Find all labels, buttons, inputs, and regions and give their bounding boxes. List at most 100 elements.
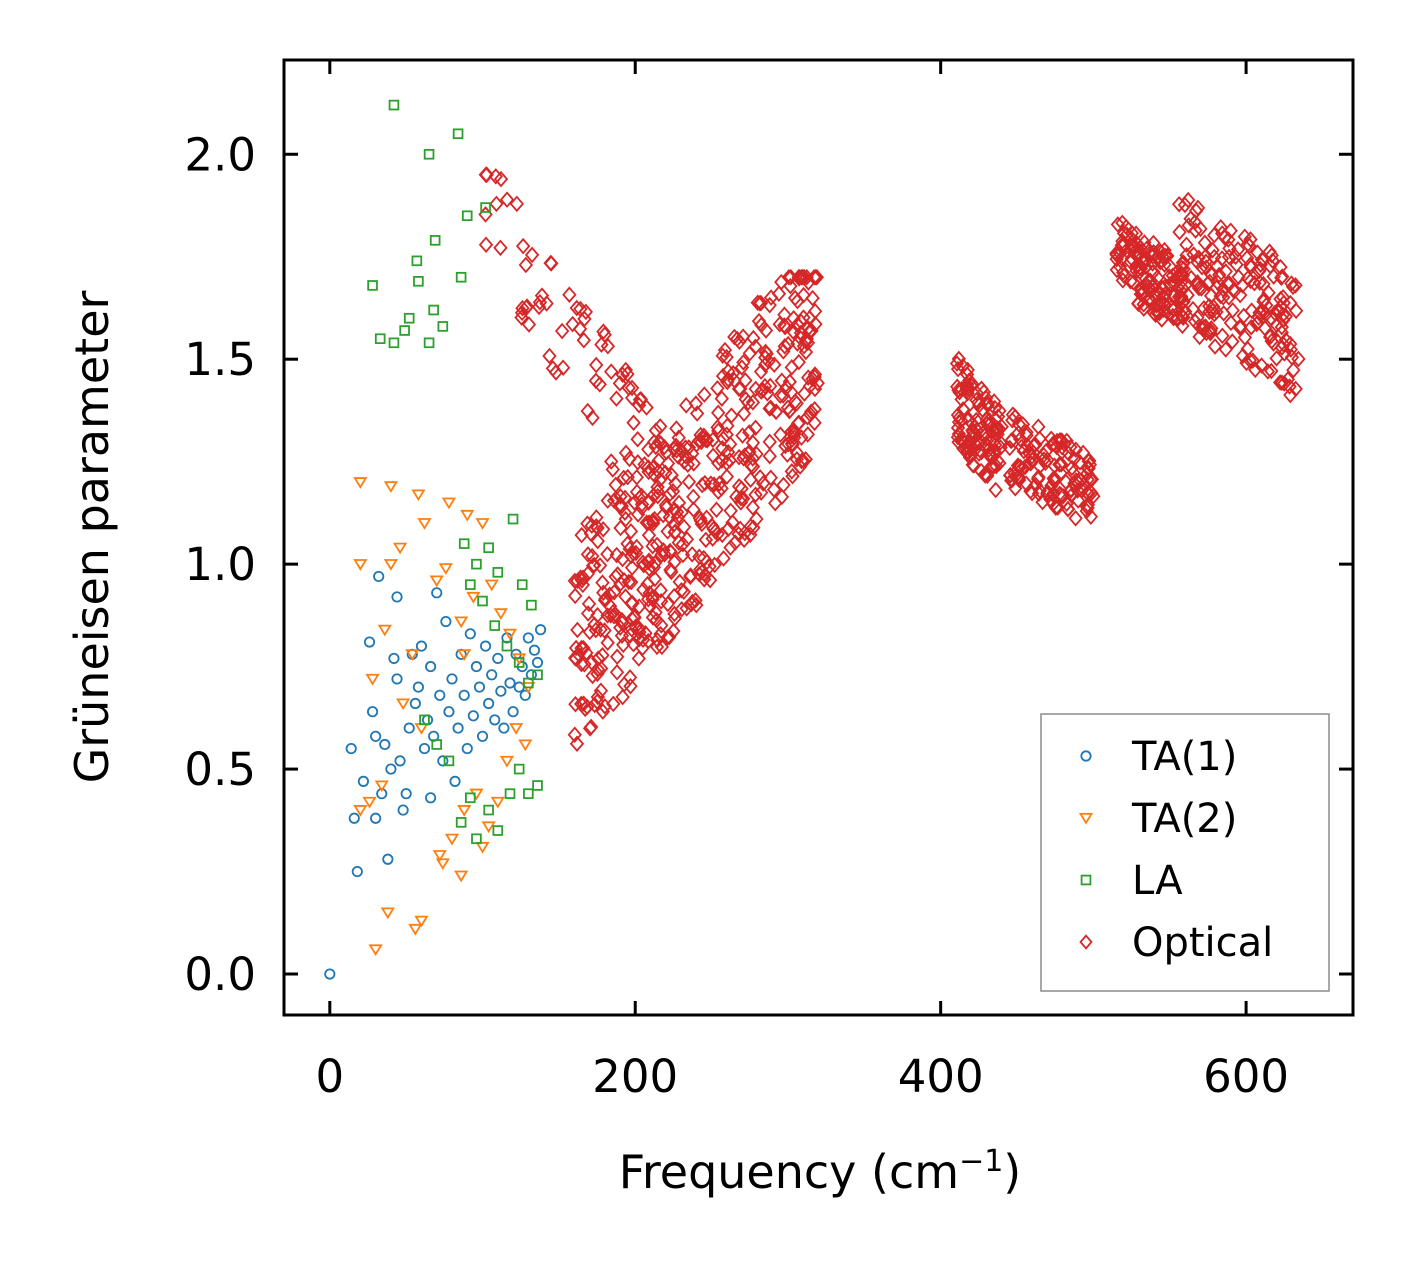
y-tick-label: 2.0: [184, 128, 256, 181]
data-point-optical: [1261, 284, 1276, 301]
data-point-optical: [1172, 223, 1187, 241]
data-point-optical: [720, 443, 736, 461]
data-point-optical: [580, 546, 596, 563]
data-point-ta-2-: [441, 497, 457, 510]
data-point-optical: [531, 298, 547, 316]
data-point-optical: [800, 426, 815, 443]
data-point-optical: [1244, 302, 1259, 319]
data-point-ta-1-: [483, 697, 495, 710]
data-point-optical: [951, 350, 967, 368]
data-point-optical: [1237, 228, 1252, 245]
data-point-optical: [662, 628, 677, 646]
data-point-optical: [1221, 231, 1236, 248]
data-point-optical: [567, 572, 583, 590]
data-point-optical: [662, 485, 678, 503]
legend: TA(1) TA(2) LA Optical: [1040, 713, 1330, 992]
data-point-optical: [681, 439, 697, 456]
data-point-optical: [1206, 298, 1221, 316]
data-point-optical: [1207, 338, 1223, 355]
data-point-ta-1-: [480, 640, 492, 652]
data-point-optical: [692, 565, 707, 583]
data-point-la: [513, 657, 525, 668]
data-point-optical: [959, 379, 974, 397]
y-tick-label: 0.0: [184, 948, 256, 1001]
data-point-optical: [478, 236, 494, 254]
data-point-optical: [617, 489, 633, 507]
data-point-optical: [750, 294, 765, 312]
data-point-ta-2-: [499, 755, 515, 768]
data-marks: [324, 99, 1306, 980]
data-point-ta-1-: [464, 628, 476, 640]
data-point-la: [403, 312, 415, 324]
data-point-optical: [1272, 374, 1288, 391]
data-point-ta-1-: [379, 738, 391, 751]
data-point-ta-2-: [438, 563, 453, 575]
data-point-ta-1-: [486, 669, 498, 681]
data-point-optical: [606, 695, 621, 713]
data-point-optical: [543, 254, 558, 272]
data-point-optical: [689, 405, 705, 422]
data-point-optical: [1255, 303, 1270, 320]
data-point-optical: [1055, 488, 1071, 505]
data-point-ta-2-: [444, 833, 460, 846]
data-point-optical: [803, 403, 819, 421]
data-point-optical: [604, 453, 619, 470]
data-point-ta-1-: [495, 685, 507, 697]
data-point-optical: [748, 419, 763, 437]
data-point-optical: [674, 601, 689, 618]
data-point-ta-2-: [475, 518, 490, 530]
data-point-optical: [660, 628, 675, 646]
data-point-optical: [1138, 258, 1153, 276]
data-point-optical: [736, 405, 752, 422]
data-point-ta-1-: [324, 968, 336, 980]
data-point-optical: [1276, 294, 1291, 312]
data-point-optical: [604, 363, 619, 380]
data-point-optical: [745, 394, 761, 411]
data-point-optical: [1007, 465, 1022, 482]
data-point-optical: [725, 514, 740, 531]
data-point-optical: [715, 347, 730, 365]
data-point-la: [443, 755, 455, 767]
data-point-optical: [804, 322, 819, 340]
data-point-optical: [1119, 218, 1134, 236]
data-point-ta-1-: [498, 722, 510, 734]
data-point-optical: [965, 456, 980, 474]
x-tick-label: 400: [898, 1050, 984, 1103]
data-point-optical: [1179, 236, 1194, 253]
data-point-optical: [1132, 239, 1148, 257]
data-point-optical: [676, 453, 692, 470]
data-point-optical: [752, 295, 768, 312]
data-point-optical: [1214, 250, 1230, 267]
data-point-optical: [752, 469, 768, 486]
data-point-optical: [620, 535, 635, 553]
data-point-ta-1-: [373, 570, 385, 583]
data-point-optical: [1163, 276, 1178, 293]
data-point-optical: [720, 371, 736, 388]
data-point-optical: [1179, 246, 1194, 264]
data-point-optical: [1030, 470, 1046, 488]
data-point-optical: [1068, 510, 1083, 527]
data-point-optical: [972, 396, 987, 414]
data-point-optical: [753, 363, 769, 380]
data-point-optical: [1188, 222, 1203, 239]
data-point-optical: [794, 268, 809, 286]
data-point-ta-1-: [440, 615, 452, 628]
data-point-optical: [800, 408, 815, 426]
data-point-la: [532, 780, 543, 791]
data-point-optical: [1223, 314, 1239, 332]
data-point-optical: [973, 462, 989, 480]
data-point-optical: [585, 547, 600, 565]
data-point-optical: [674, 503, 690, 521]
data-point-ta-2-: [518, 739, 533, 752]
data-point-optical: [668, 475, 683, 492]
data-point-optical: [676, 518, 692, 536]
data-point-optical: [757, 356, 773, 374]
data-point-optical: [716, 550, 731, 567]
data-point-ta-2-: [509, 723, 524, 735]
data-point-optical: [1239, 354, 1254, 372]
data-point-optical: [585, 409, 600, 427]
data-point-optical: [649, 612, 664, 629]
data-point-optical: [1256, 291, 1272, 308]
data-point-optical: [1127, 238, 1142, 255]
data-point-optical: [1222, 275, 1237, 293]
